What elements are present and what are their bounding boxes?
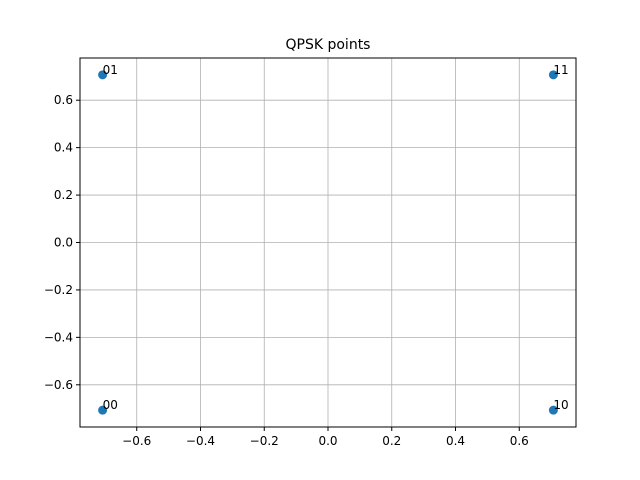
y-tick-label: −0.6 bbox=[44, 378, 73, 392]
data-point-01 bbox=[98, 70, 108, 80]
data-point-00 bbox=[98, 405, 108, 415]
grid bbox=[80, 58, 576, 427]
chart-title: QPSK points bbox=[286, 37, 371, 53]
y-tick-label: −0.4 bbox=[44, 330, 73, 344]
y-tick-label: 0.0 bbox=[54, 236, 73, 250]
axis-ticks: −0.6 −0.4 −0.2 0.0 0.2 0.4 0.6 −0.6 −0.4 −0.2 0.0 0… bbox=[44, 93, 529, 448]
x-tick-label: 0.6 bbox=[510, 434, 529, 448]
x-tick-label: −0.6 bbox=[122, 434, 151, 448]
x-tick-label: −0.2 bbox=[250, 434, 279, 448]
x-tick-label: 0.2 bbox=[382, 434, 401, 448]
y-tick-label: 0.2 bbox=[54, 188, 73, 202]
y-tick-label: 0.4 bbox=[54, 141, 73, 155]
x-tick-label: −0.4 bbox=[186, 434, 215, 448]
x-tick-label: 0.0 bbox=[318, 434, 337, 448]
point-label-00: 00 bbox=[103, 398, 118, 412]
point-label-01: 01 bbox=[103, 63, 118, 77]
point-label-11: 11 bbox=[553, 63, 568, 77]
data-point-10 bbox=[548, 405, 558, 415]
data-points: 00 01 11 10 bbox=[98, 63, 569, 415]
plot-frame bbox=[79, 57, 577, 428]
data-point-11 bbox=[548, 70, 558, 80]
y-tick-label: −0.2 bbox=[44, 283, 73, 297]
point-label-10: 10 bbox=[553, 398, 568, 412]
x-tick-label: 0.4 bbox=[446, 434, 465, 448]
y-tick-label: 0.6 bbox=[54, 93, 73, 107]
